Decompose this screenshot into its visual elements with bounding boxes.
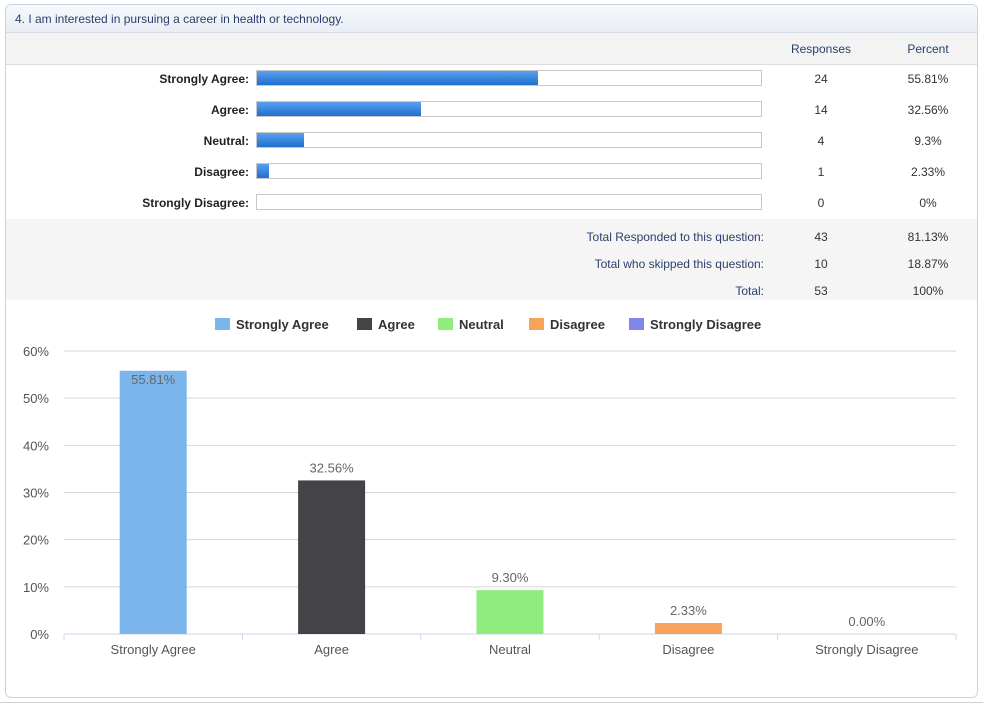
- legend-item[interactable]: Strongly Disagree: [629, 315, 761, 333]
- bar: [654, 623, 722, 634]
- row-responses: 1: [817, 165, 825, 179]
- legend-label: Strongly Disagree: [650, 316, 762, 332]
- divider: [0, 702, 983, 703]
- y-tick-label: 20%: [23, 533, 49, 548]
- row-responses: 0: [817, 196, 825, 210]
- response-bar-track: [256, 132, 762, 148]
- row-responses: 24: [814, 72, 828, 86]
- percent-column-header: Percent: [907, 42, 949, 56]
- summary-label: Total:: [735, 284, 764, 298]
- bar: [119, 370, 187, 634]
- row-label: Strongly Disagree:: [142, 196, 249, 210]
- row-label: Disagree:: [194, 165, 249, 179]
- x-tick-label: Neutral: [489, 642, 531, 657]
- y-tick-label: 40%: [23, 438, 49, 453]
- data-label: 32.56%: [310, 460, 355, 475]
- row-percent: 9.3%: [914, 134, 942, 148]
- legend-swatch: [438, 318, 453, 330]
- legend-swatch: [357, 318, 372, 330]
- y-tick-label: 0%: [30, 627, 49, 642]
- data-label: 0.00%: [848, 614, 885, 629]
- x-tick-label: Disagree: [662, 642, 714, 657]
- summary-responses: 53: [814, 284, 828, 298]
- chart-legend: Strongly Agree Agree Neutral Disagree St…: [6, 315, 977, 333]
- data-label: 55.81%: [131, 372, 176, 387]
- legend-item[interactable]: Strongly Agree: [215, 315, 329, 333]
- question-panel: 4. I am interested in pursuing a career …: [5, 4, 978, 698]
- legend-swatch: [629, 318, 644, 330]
- summary-percent: 81.13%: [907, 230, 949, 244]
- response-bar-track: [256, 194, 762, 210]
- x-tick-label: Strongly Agree: [111, 642, 196, 657]
- response-bar-track: [256, 70, 762, 86]
- summary-label: Total who skipped this question:: [594, 257, 764, 271]
- y-tick-label: 30%: [23, 486, 49, 501]
- data-label: 2.33%: [670, 603, 707, 618]
- response-bar-fill: [257, 71, 539, 85]
- y-tick-label: 60%: [23, 344, 49, 359]
- summary-responses: 43: [814, 230, 828, 244]
- response-bar-fill: [257, 133, 304, 147]
- data-label: 9.30%: [492, 570, 529, 585]
- y-tick-label: 10%: [23, 580, 49, 595]
- summary-label: Total Responded to this question:: [586, 230, 764, 244]
- table-header: Responses Percent: [6, 33, 977, 65]
- bar: [298, 480, 366, 634]
- question-header: 4. I am interested in pursuing a career …: [6, 5, 977, 33]
- row-percent: 32.56%: [907, 103, 949, 117]
- row-percent: 55.81%: [907, 72, 949, 86]
- legend-label: Neutral: [459, 316, 504, 332]
- summary-responses: 10: [814, 257, 828, 271]
- row-label: Agree:: [210, 103, 249, 117]
- response-bar-track: [256, 101, 762, 117]
- legend-swatch: [215, 318, 230, 330]
- row-percent: 2.33%: [910, 165, 946, 179]
- response-bar-fill: [257, 102, 422, 116]
- row-label: Neutral:: [203, 134, 249, 148]
- legend-item[interactable]: Disagree: [529, 315, 605, 333]
- row-label: Strongly Agree:: [159, 72, 249, 86]
- summary-percent: 18.87%: [907, 257, 949, 271]
- row-percent: 0%: [919, 196, 937, 210]
- legend-item[interactable]: Agree: [357, 315, 415, 333]
- summary-percent: 100%: [912, 284, 944, 298]
- legend-label: Strongly Agree: [236, 316, 329, 332]
- question-title: 4. I am interested in pursuing a career …: [15, 12, 344, 26]
- x-tick-label: Strongly Disagree: [815, 642, 918, 657]
- legend-label: Disagree: [550, 316, 605, 332]
- y-tick-label: 50%: [23, 391, 49, 406]
- legend-label: Agree: [378, 316, 415, 332]
- response-bar-track: [256, 163, 762, 179]
- x-tick-label: Agree: [314, 642, 349, 657]
- bar: [476, 590, 544, 634]
- summary-section: Total Responded to this question: 43 81.…: [6, 219, 977, 300]
- row-responses: 14: [814, 103, 828, 117]
- bar-chart: 0% 10% 20% 30% 40% 50% 60% 55.81% Strongly Agree…: [23, 344, 957, 657]
- row-responses: 4: [817, 134, 825, 148]
- responses-column-header: Responses: [790, 42, 852, 56]
- response-bar-fill: [257, 164, 269, 178]
- legend-swatch: [529, 318, 544, 330]
- legend-item[interactable]: Neutral: [438, 315, 504, 333]
